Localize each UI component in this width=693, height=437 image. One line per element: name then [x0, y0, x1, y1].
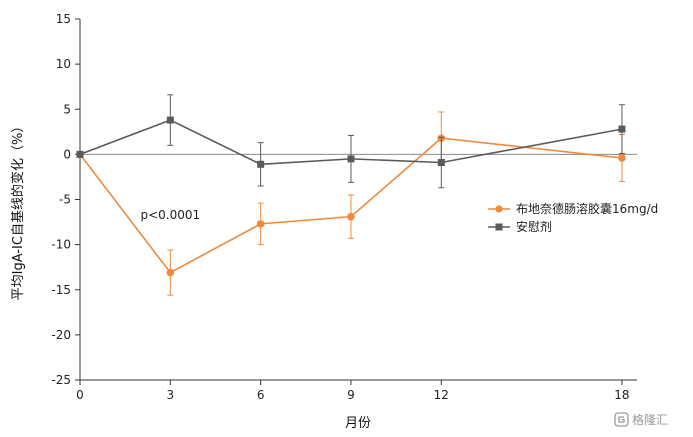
- legend-marker: [495, 223, 503, 231]
- y-tick-label: 5: [63, 102, 71, 116]
- x-tick-label: 0: [76, 388, 84, 402]
- y-tick-label: -10: [51, 238, 71, 252]
- y-axis-title: 平均IgA-IC自基线的变化（%）: [10, 120, 26, 301]
- data-point: [256, 220, 265, 228]
- data-point: [347, 155, 355, 163]
- legend-label: 安慰剂: [516, 219, 552, 234]
- x-axis-ticks: 0 3 6 9 12 18: [76, 380, 630, 402]
- legend-label: 布地奈德肠溶胶囊16mg/d: [516, 201, 658, 216]
- data-point: [618, 154, 626, 162]
- y-tick-label: 0: [63, 147, 71, 161]
- x-tick-label: 6: [257, 388, 265, 402]
- series-line: [79, 137, 623, 274]
- y-tick-label: -15: [51, 283, 71, 297]
- legend-marker: [495, 205, 503, 213]
- watermark-text: 格隆汇: [632, 412, 668, 427]
- y-axis-ticks: 15 10 5 0 -5 -10 -15 -20 -25: [51, 12, 80, 387]
- p-value-annotation: p<0.0001: [140, 208, 200, 222]
- y-tick-label: -25: [51, 373, 71, 387]
- annotations: p<0.0001: [140, 208, 200, 222]
- watermark: 格隆汇: [614, 412, 668, 427]
- data-point: [166, 268, 175, 277]
- legend: 布地奈德肠溶胶囊16mg/d 安慰剂: [488, 201, 658, 234]
- watermark-logo-icon: [614, 412, 629, 427]
- y-tick-label: -20: [51, 328, 71, 342]
- x-tick-label: 12: [434, 388, 449, 402]
- data-point: [618, 125, 626, 133]
- series-line: [79, 119, 623, 166]
- series-2: [76, 94, 626, 189]
- y-tick-label: 10: [56, 57, 71, 71]
- data-point: [257, 160, 265, 168]
- y-tick-label: -5: [59, 193, 71, 207]
- data-point: [76, 150, 84, 158]
- series-layer: [76, 94, 626, 296]
- x-tick-label: 9: [347, 388, 355, 402]
- data-point: [347, 212, 355, 221]
- data-point: [437, 158, 445, 166]
- y-tick-label: 15: [56, 12, 71, 26]
- x-tick-label: 18: [614, 388, 629, 402]
- x-axis-title: 月份: [345, 416, 371, 431]
- x-tick-label: 3: [167, 388, 175, 402]
- legend-item: 布地奈德肠溶胶囊16mg/d: [488, 201, 658, 216]
- data-point: [166, 116, 174, 124]
- axes: [79, 19, 637, 381]
- legend-item: 安慰剂: [488, 219, 552, 234]
